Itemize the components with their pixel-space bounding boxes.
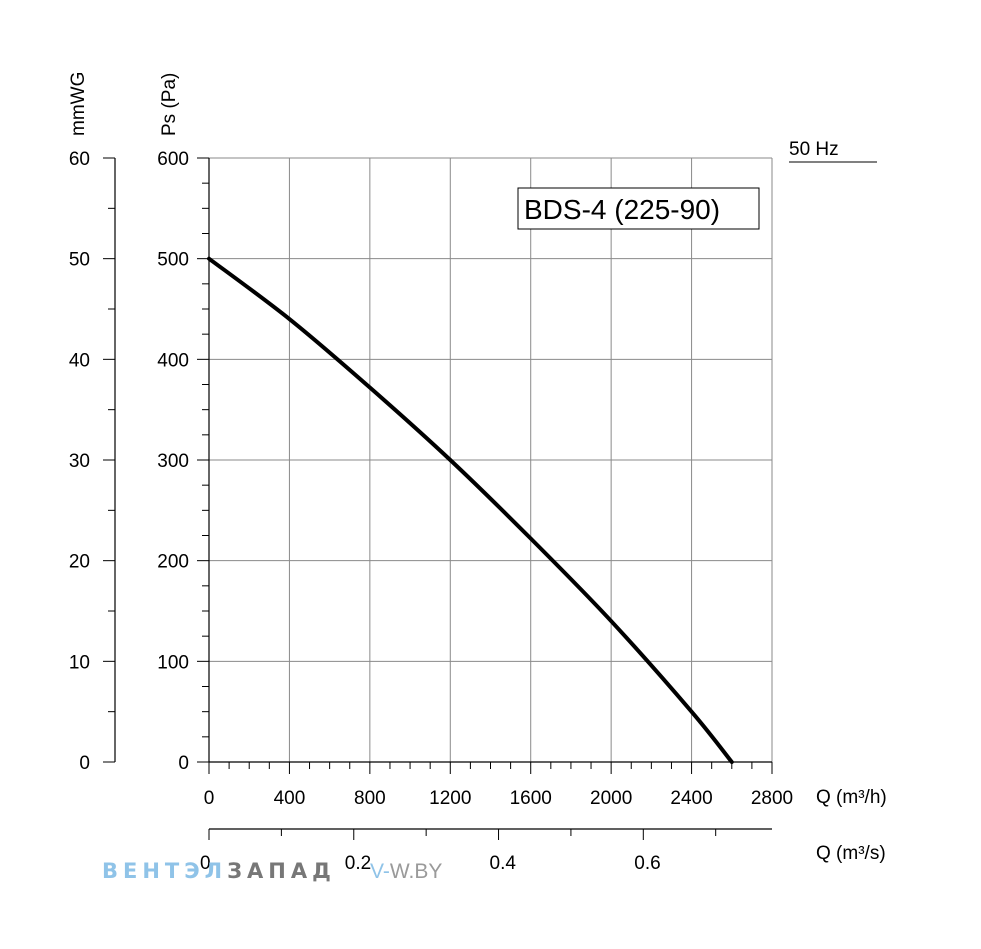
- watermark-brand-part2: ЗАПАД: [227, 859, 336, 883]
- x-tick-label: 400: [274, 788, 306, 809]
- performance-curve: [207, 256, 734, 764]
- y2-tick-label: 40: [69, 350, 90, 371]
- tick-marks: [103, 157, 773, 840]
- y2-tick-label: 50: [69, 250, 90, 271]
- chart-title: BDS-4 (225-90): [524, 194, 720, 225]
- y-tick-label: 200: [157, 552, 189, 573]
- grid-lines: [208, 157, 773, 763]
- y-axis-title-pa: Ps (Pa): [159, 73, 180, 136]
- x-tick-label: 1600: [510, 788, 552, 809]
- y-tick-label: 100: [157, 652, 189, 673]
- x2-tick-label: 0.6: [634, 853, 660, 874]
- x2-tick-label: 0: [200, 853, 211, 874]
- x2-tick-label: 0.2: [345, 853, 371, 874]
- y-tick-label: 0: [178, 753, 189, 774]
- y-tick-label: 300: [157, 451, 189, 472]
- x-tick-label: 1200: [429, 788, 471, 809]
- watermark-logo: ВЕНТЭЛЗАПАД V-W.BY: [102, 859, 442, 883]
- y2-tick-label: 60: [69, 149, 90, 170]
- watermark-site-part1: V-: [370, 860, 390, 883]
- y-tick-label: 600: [157, 149, 189, 170]
- svg-text:V-W.BY: V-W.BY: [370, 860, 442, 883]
- frequency-label: 50 Hz: [789, 139, 877, 163]
- x-tick-label: 800: [354, 788, 386, 809]
- y2-tick-label: 10: [69, 652, 90, 673]
- y2-tick-label: 0: [79, 753, 90, 774]
- curve-layer: [207, 256, 734, 764]
- svg-text:ВЕНТЭЛЗАПАД: ВЕНТЭЛЗАПАД: [102, 859, 336, 883]
- x-tick-label: 2000: [590, 788, 632, 809]
- chart-title-box: BDS-4 (225-90): [517, 187, 760, 230]
- y2-tick-label: 20: [69, 552, 90, 573]
- y-tick-label: 400: [157, 350, 189, 371]
- x-tick-label: 0: [204, 788, 215, 809]
- x2-tick-label: 0.4: [490, 853, 517, 874]
- y-tick-label: 500: [157, 250, 189, 271]
- x-axis-title-m3s: Q (m³/s): [816, 843, 886, 864]
- svg-text:50 Hz: 50 Hz: [789, 139, 839, 160]
- watermark-site-part2: W.BY: [390, 860, 443, 883]
- x-axis-title-m3h: Q (m³/h): [816, 787, 887, 808]
- x-tick-label: 2400: [670, 788, 712, 809]
- y2-tick-label: 30: [69, 451, 90, 472]
- watermark-brand-part1: ВЕНТЭЛ: [102, 859, 227, 883]
- x-tick-label: 2800: [751, 788, 793, 809]
- y-axis-title-mmwg: mmWG: [68, 72, 89, 136]
